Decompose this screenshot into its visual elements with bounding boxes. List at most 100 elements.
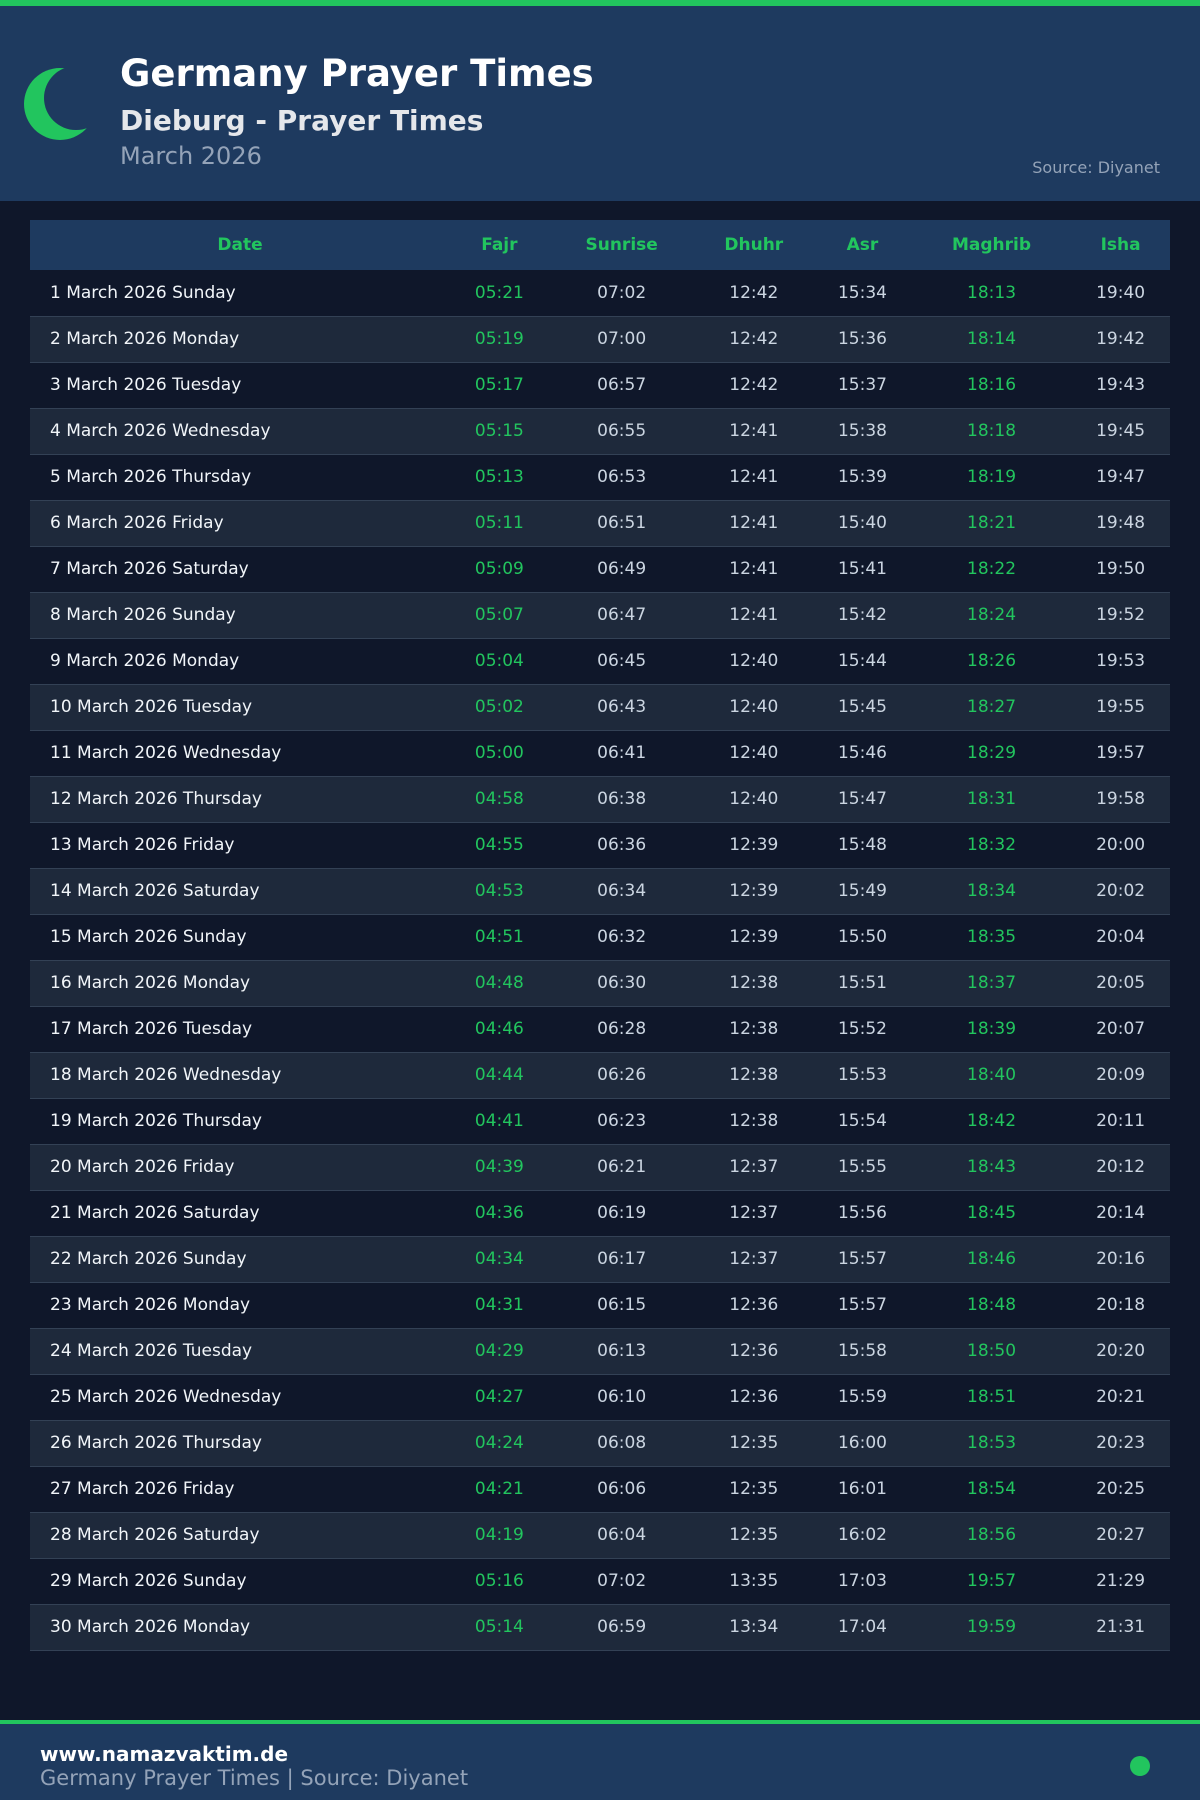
isha-cell: 20:00 bbox=[1071, 822, 1170, 869]
asr-cell: 15:55 bbox=[813, 1144, 912, 1191]
page-title: Germany Prayer Times bbox=[120, 52, 594, 95]
column-header-isha: Isha bbox=[1071, 220, 1170, 270]
isha-cell: 20:05 bbox=[1071, 960, 1170, 1007]
fajr-cell: 04:51 bbox=[450, 914, 549, 961]
maghrib-cell: 18:56 bbox=[911, 1512, 1072, 1559]
asr-cell: 17:03 bbox=[813, 1558, 912, 1605]
fajr-cell: 04:19 bbox=[450, 1512, 549, 1559]
date-cell: 7 March 2026 Saturday bbox=[30, 546, 450, 593]
fajr-cell: 05:16 bbox=[450, 1558, 549, 1605]
date-cell: 18 March 2026 Wednesday bbox=[30, 1052, 450, 1099]
maghrib-cell: 18:48 bbox=[911, 1282, 1072, 1329]
sunrise-cell: 06:04 bbox=[548, 1512, 695, 1559]
maghrib-cell: 18:54 bbox=[911, 1466, 1072, 1513]
asr-cell: 15:51 bbox=[813, 960, 912, 1007]
table-row: 11 March 2026 Wednesday 05:00 06:41 12:40 15… bbox=[30, 730, 1170, 777]
dhuhr-cell: 12:41 bbox=[694, 592, 814, 639]
asr-cell: 15:36 bbox=[813, 316, 912, 363]
asr-cell: 15:57 bbox=[813, 1236, 912, 1283]
footer-site-link[interactable]: www.namazvaktim.de bbox=[40, 1742, 289, 1766]
table-row: 17 March 2026 Tuesday 04:46 06:28 12:38 15:5… bbox=[30, 1006, 1170, 1053]
dhuhr-cell: 12:42 bbox=[694, 270, 814, 317]
sunrise-cell: 06:32 bbox=[548, 914, 695, 961]
column-header-date: Date bbox=[30, 220, 450, 270]
status-dot-icon bbox=[1130, 1756, 1150, 1776]
isha-cell: 19:48 bbox=[1071, 500, 1170, 547]
date-cell: 20 March 2026 Friday bbox=[30, 1144, 450, 1191]
asr-cell: 15:53 bbox=[813, 1052, 912, 1099]
dhuhr-cell: 12:40 bbox=[694, 684, 814, 731]
dhuhr-cell: 12:41 bbox=[694, 546, 814, 593]
asr-cell: 15:46 bbox=[813, 730, 912, 777]
dhuhr-cell: 12:42 bbox=[694, 362, 814, 409]
maghrib-cell: 18:53 bbox=[911, 1420, 1072, 1467]
asr-cell: 15:47 bbox=[813, 776, 912, 823]
isha-cell: 19:42 bbox=[1071, 316, 1170, 363]
asr-cell: 16:01 bbox=[813, 1466, 912, 1513]
maghrib-cell: 18:21 bbox=[911, 500, 1072, 547]
fajr-cell: 05:09 bbox=[450, 546, 549, 593]
table-row: 20 March 2026 Friday 04:39 06:21 12:37 15:55… bbox=[30, 1144, 1170, 1191]
isha-cell: 20:11 bbox=[1071, 1098, 1170, 1145]
fajr-cell: 05:07 bbox=[450, 592, 549, 639]
city-subtitle: Dieburg - Prayer Times bbox=[120, 104, 484, 137]
date-cell: 23 March 2026 Monday bbox=[30, 1282, 450, 1329]
table-row: 30 March 2026 Monday 05:14 06:59 13:34 17:04… bbox=[30, 1604, 1170, 1651]
dhuhr-cell: 12:40 bbox=[694, 730, 814, 777]
fajr-cell: 05:02 bbox=[450, 684, 549, 731]
sunrise-cell: 06:53 bbox=[548, 454, 695, 501]
isha-cell: 20:12 bbox=[1071, 1144, 1170, 1191]
sunrise-cell: 06:55 bbox=[548, 408, 695, 455]
isha-cell: 21:31 bbox=[1071, 1604, 1170, 1651]
table-row: 16 March 2026 Monday 04:48 06:30 12:38 15:51… bbox=[30, 960, 1170, 1007]
date-cell: 13 March 2026 Friday bbox=[30, 822, 450, 869]
table-row: 4 March 2026 Wednesday 05:15 06:55 12:41 15:… bbox=[30, 408, 1170, 455]
sunrise-cell: 06:51 bbox=[548, 500, 695, 547]
sunrise-cell: 06:21 bbox=[548, 1144, 695, 1191]
dhuhr-cell: 12:35 bbox=[694, 1466, 814, 1513]
date-cell: 6 March 2026 Friday bbox=[30, 500, 450, 547]
dhuhr-cell: 12:37 bbox=[694, 1236, 814, 1283]
maghrib-cell: 18:16 bbox=[911, 362, 1072, 409]
fajr-cell: 05:17 bbox=[450, 362, 549, 409]
table-row: 25 March 2026 Wednesday 04:27 06:10 12:36 15… bbox=[30, 1374, 1170, 1421]
date-cell: 12 March 2026 Thursday bbox=[30, 776, 450, 823]
isha-cell: 19:45 bbox=[1071, 408, 1170, 455]
dhuhr-cell: 12:38 bbox=[694, 1006, 814, 1053]
sunrise-cell: 06:41 bbox=[548, 730, 695, 777]
date-cell: 28 March 2026 Saturday bbox=[30, 1512, 450, 1559]
sunrise-cell: 06:06 bbox=[548, 1466, 695, 1513]
maghrib-cell: 18:22 bbox=[911, 546, 1072, 593]
table-row: 29 March 2026 Sunday 05:16 07:02 13:35 17:03… bbox=[30, 1558, 1170, 1605]
asr-cell: 15:58 bbox=[813, 1328, 912, 1375]
fajr-cell: 04:48 bbox=[450, 960, 549, 1007]
fajr-cell: 04:46 bbox=[450, 1006, 549, 1053]
date-cell: 10 March 2026 Tuesday bbox=[30, 684, 450, 731]
maghrib-cell: 18:34 bbox=[911, 868, 1072, 915]
maghrib-cell: 18:50 bbox=[911, 1328, 1072, 1375]
table-header-row: Date Fajr Sunrise Dhuhr Asr Maghrib Isha bbox=[30, 220, 1170, 270]
maghrib-cell: 18:31 bbox=[911, 776, 1072, 823]
asr-cell: 15:50 bbox=[813, 914, 912, 961]
dhuhr-cell: 12:35 bbox=[694, 1420, 814, 1467]
asr-cell: 15:42 bbox=[813, 592, 912, 639]
date-cell: 26 March 2026 Thursday bbox=[30, 1420, 450, 1467]
isha-cell: 21:29 bbox=[1071, 1558, 1170, 1605]
asr-cell: 17:04 bbox=[813, 1604, 912, 1651]
maghrib-cell: 18:43 bbox=[911, 1144, 1072, 1191]
dhuhr-cell: 12:42 bbox=[694, 316, 814, 363]
date-cell: 15 March 2026 Sunday bbox=[30, 914, 450, 961]
fajr-cell: 05:11 bbox=[450, 500, 549, 547]
asr-cell: 15:44 bbox=[813, 638, 912, 685]
date-cell: 30 March 2026 Monday bbox=[30, 1604, 450, 1651]
isha-cell: 20:14 bbox=[1071, 1190, 1170, 1237]
source-label: Source: Diyanet bbox=[1032, 158, 1160, 177]
table-row: 6 March 2026 Friday 05:11 06:51 12:41 15:40 1… bbox=[30, 500, 1170, 547]
sunrise-cell: 06:26 bbox=[548, 1052, 695, 1099]
sunrise-cell: 06:57 bbox=[548, 362, 695, 409]
asr-cell: 15:54 bbox=[813, 1098, 912, 1145]
table-row: 2 March 2026 Monday 05:19 07:00 12:42 15:36 1… bbox=[30, 316, 1170, 363]
date-cell: 9 March 2026 Monday bbox=[30, 638, 450, 685]
date-cell: 17 March 2026 Tuesday bbox=[30, 1006, 450, 1053]
sunrise-cell: 06:30 bbox=[548, 960, 695, 1007]
